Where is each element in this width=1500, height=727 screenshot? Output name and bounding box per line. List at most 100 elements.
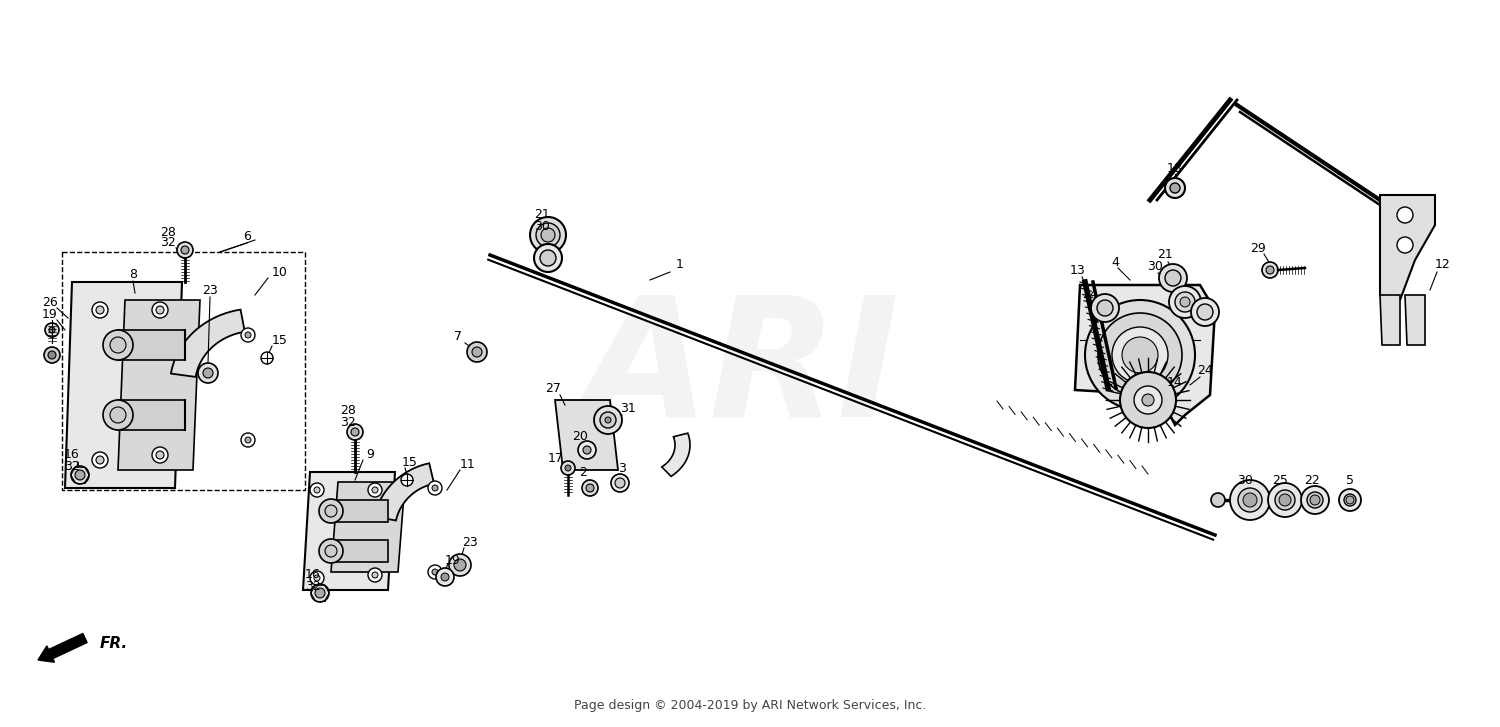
Circle shape [432, 569, 438, 575]
Circle shape [314, 575, 320, 581]
Circle shape [472, 347, 482, 357]
Circle shape [242, 328, 255, 342]
Circle shape [466, 342, 488, 362]
Circle shape [1122, 337, 1158, 373]
Circle shape [534, 244, 562, 272]
Text: 22: 22 [1304, 473, 1320, 486]
Polygon shape [171, 310, 244, 377]
Circle shape [198, 363, 217, 383]
Text: 28: 28 [340, 403, 356, 417]
Circle shape [536, 223, 560, 247]
Circle shape [44, 347, 60, 363]
Text: 28: 28 [160, 225, 176, 238]
Text: 19: 19 [42, 308, 58, 321]
Circle shape [436, 568, 454, 586]
Polygon shape [1076, 285, 1215, 425]
Text: 1: 1 [676, 259, 684, 271]
Circle shape [1275, 490, 1294, 510]
Text: 21: 21 [534, 209, 550, 222]
Circle shape [400, 474, 412, 486]
Text: 32: 32 [340, 416, 356, 428]
Circle shape [50, 327, 55, 333]
Text: 13: 13 [1070, 263, 1086, 276]
Text: 32: 32 [160, 236, 176, 249]
Text: 6: 6 [243, 230, 250, 244]
Circle shape [70, 466, 88, 484]
Circle shape [242, 433, 255, 447]
Circle shape [566, 465, 572, 471]
Text: 30: 30 [1238, 473, 1252, 486]
Circle shape [1210, 493, 1225, 507]
Circle shape [156, 306, 164, 314]
Circle shape [104, 400, 134, 430]
Polygon shape [1380, 295, 1400, 345]
Circle shape [542, 228, 555, 242]
Circle shape [1180, 297, 1190, 307]
Text: 30: 30 [1148, 260, 1162, 273]
Text: 18: 18 [1167, 161, 1184, 174]
Text: 7: 7 [454, 331, 462, 343]
Circle shape [310, 483, 324, 497]
Circle shape [1098, 313, 1182, 397]
Circle shape [372, 572, 378, 578]
Text: 8: 8 [129, 268, 136, 281]
Polygon shape [555, 400, 618, 470]
Text: 10: 10 [272, 265, 288, 278]
Circle shape [1310, 495, 1320, 505]
Circle shape [326, 545, 338, 557]
Text: 23: 23 [462, 537, 478, 550]
Text: 23: 23 [202, 284, 217, 297]
Text: 15: 15 [272, 334, 288, 347]
Circle shape [427, 565, 442, 579]
Circle shape [1166, 270, 1180, 286]
Circle shape [1142, 394, 1154, 406]
Text: 15: 15 [402, 456, 418, 468]
Circle shape [315, 588, 326, 598]
Circle shape [244, 437, 250, 443]
Circle shape [441, 573, 448, 581]
Circle shape [582, 480, 598, 496]
Circle shape [346, 424, 363, 440]
Circle shape [1090, 294, 1119, 322]
Circle shape [92, 452, 108, 468]
Text: 27: 27 [544, 382, 561, 395]
Circle shape [45, 323, 58, 337]
Text: 21: 21 [1156, 249, 1173, 262]
Text: 9: 9 [366, 449, 374, 462]
Circle shape [1096, 300, 1113, 316]
Circle shape [326, 505, 338, 517]
Circle shape [314, 487, 320, 493]
Polygon shape [1406, 295, 1425, 345]
Circle shape [351, 428, 358, 436]
Polygon shape [332, 482, 405, 572]
Text: 30: 30 [534, 220, 550, 233]
Text: 24: 24 [1197, 364, 1214, 377]
Circle shape [182, 246, 189, 254]
Circle shape [110, 337, 126, 353]
Circle shape [110, 407, 126, 423]
Circle shape [1396, 207, 1413, 223]
Circle shape [584, 446, 591, 454]
Circle shape [1346, 496, 1354, 504]
Text: FR.: FR. [100, 635, 128, 651]
Circle shape [578, 441, 596, 459]
Circle shape [48, 351, 56, 359]
Circle shape [432, 485, 438, 491]
Circle shape [615, 478, 626, 488]
Polygon shape [118, 400, 184, 430]
Circle shape [1238, 488, 1262, 512]
Circle shape [610, 474, 628, 492]
Circle shape [530, 217, 566, 253]
Text: 32: 32 [64, 460, 80, 473]
Circle shape [1160, 264, 1186, 292]
Circle shape [244, 332, 250, 338]
Circle shape [152, 302, 168, 318]
Text: 16: 16 [304, 568, 321, 580]
Text: 14: 14 [1167, 377, 1184, 390]
Polygon shape [303, 472, 394, 590]
Text: 20: 20 [572, 430, 588, 443]
Circle shape [310, 571, 324, 585]
Circle shape [156, 451, 164, 459]
Circle shape [1396, 237, 1413, 253]
FancyArrow shape [38, 633, 87, 662]
